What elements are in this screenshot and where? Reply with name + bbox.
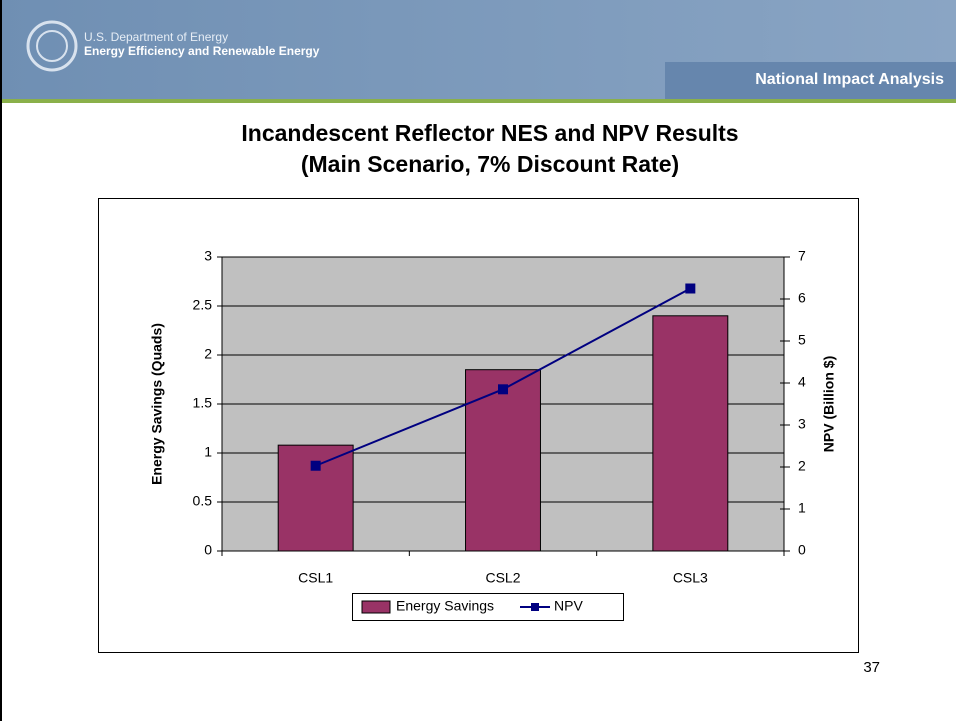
logo-inner [36,30,68,62]
page-number: 37 [863,659,880,676]
section-band [665,62,956,100]
bar [652,315,729,552]
y-tick-label: 3 [204,248,212,264]
y-tick-label: 1 [204,444,212,460]
x-tick-label: CSL3 [673,570,708,586]
y2-tick-label: 4 [798,374,806,390]
y2-tick-label: 5 [798,332,806,348]
marker [498,384,508,395]
logo [26,20,78,72]
marker [685,283,696,294]
y-tick-label: 2 [204,346,212,362]
section-title: National Impact Analysis [755,71,944,88]
x-tick-label: CSL2 [485,570,520,586]
y2-tick-label: 2 [798,458,806,474]
marker [310,460,321,471]
x-tick-label: CSL1 [298,570,333,586]
bar [465,369,541,552]
y2-tick-label: 7 [798,248,806,264]
legend-label: Energy Savings [396,598,494,614]
header-rule [0,99,956,103]
y-tick-label: 1.5 [193,395,213,411]
legend-box [352,593,624,621]
y2-tick-label: 3 [798,416,806,432]
y2-axis-label: NPV (Billion $) [821,356,837,452]
chart-subtitle: (Main Scenario, 7% Discount Rate) [301,151,679,177]
legend-swatch [361,600,391,614]
y2-tick-label: 6 [798,290,806,306]
y2-tick-label: 1 [798,500,806,516]
y2-tick-label: 0 [798,542,806,558]
y-tick-label: 2.5 [193,297,213,313]
y-axis-label: Energy Savings (Quads) [149,323,165,485]
chart-title: Incandescent Reflector NES and NPV Resul… [241,120,738,146]
org-line: U.S. Department of Energy [84,30,228,44]
legend-swatch [531,603,539,611]
legend-label: NPV [554,598,583,614]
org-line: Energy Efficiency and Renewable Energy [84,44,320,58]
y-tick-label: 0.5 [193,493,213,509]
y-tick-label: 0 [204,542,212,558]
